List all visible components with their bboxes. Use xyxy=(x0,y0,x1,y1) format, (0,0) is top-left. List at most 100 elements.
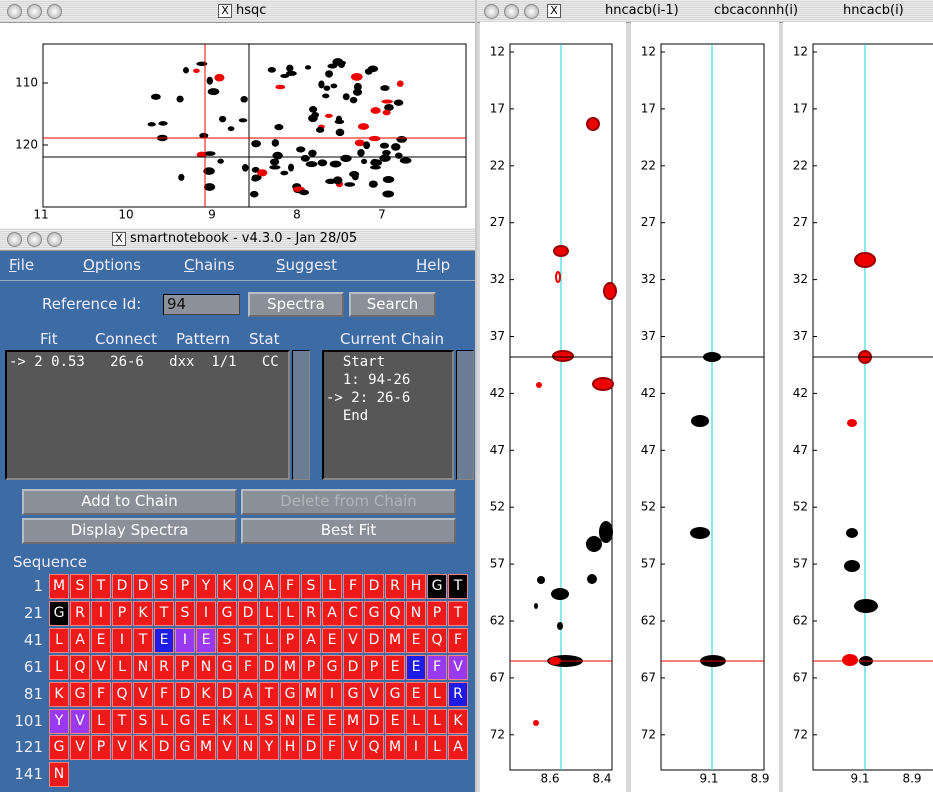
residue-cell[interactable]: I xyxy=(91,600,111,626)
residue-cell[interactable]: M xyxy=(49,574,69,599)
residue-cell[interactable]: M xyxy=(385,735,405,761)
residue-cell[interactable]: T xyxy=(259,681,279,707)
residue-cell[interactable]: E xyxy=(385,654,405,680)
residue-cell[interactable]: R xyxy=(448,681,468,707)
button[interactable]: Add to Chain xyxy=(22,489,237,515)
residue-cell[interactable]: G xyxy=(280,681,300,707)
residue-cell[interactable]: L xyxy=(406,708,426,734)
residue-cell[interactable]: F xyxy=(238,654,258,680)
residue-cell[interactable]: G xyxy=(427,574,447,599)
residue-cell[interactable]: D xyxy=(154,735,174,761)
residue-cell[interactable]: G xyxy=(217,654,237,680)
residue-cell[interactable]: D xyxy=(364,627,384,653)
residue-cell[interactable]: A xyxy=(259,574,279,599)
scrollbar[interactable] xyxy=(456,350,474,480)
residue-cell[interactable]: G xyxy=(175,735,195,761)
residue-cell[interactable]: N xyxy=(133,654,153,680)
residue-cell[interactable]: T xyxy=(91,574,111,599)
residue-cell[interactable]: K xyxy=(133,735,153,761)
residue-cell[interactable]: L xyxy=(280,600,300,626)
residue-cell[interactable]: K xyxy=(217,574,237,599)
residue-cell[interactable]: D xyxy=(175,681,195,707)
residue-cell[interactable]: E xyxy=(91,627,111,653)
residue-cell[interactable]: A xyxy=(322,600,342,626)
residue-cell[interactable]: C xyxy=(343,600,363,626)
residue-cell[interactable]: L xyxy=(427,735,447,761)
zoom-button[interactable] xyxy=(47,232,62,247)
residue-cell[interactable]: S xyxy=(70,574,90,599)
button[interactable]: Best Fit xyxy=(241,518,456,544)
residue-cell[interactable]: E xyxy=(322,708,342,734)
residue-cell[interactable]: V xyxy=(133,681,153,707)
minimize-button[interactable] xyxy=(27,232,42,247)
residue-cell[interactable]: E xyxy=(154,627,174,653)
residue-cell[interactable]: P xyxy=(280,627,300,653)
residue-cell[interactable]: D xyxy=(133,574,153,599)
fit-row[interactable]: -> 2 0.53 26-6 dxx 1/1 CC xyxy=(9,354,279,370)
residue-cell[interactable]: S xyxy=(133,708,153,734)
button[interactable]: Spectra xyxy=(248,292,344,317)
minimize-button[interactable] xyxy=(504,4,519,19)
button[interactable]: Display Spectra xyxy=(22,518,237,544)
residue-cell[interactable]: Q xyxy=(70,654,90,680)
residue-cell[interactable]: I xyxy=(112,627,132,653)
residue-cell[interactable]: Y xyxy=(259,735,279,761)
chain-row[interactable]: -> 2: 26-6 xyxy=(326,390,411,406)
residue-cell[interactable]: F xyxy=(91,681,111,707)
residue-cell[interactable]: A xyxy=(238,681,258,707)
residue-cell[interactable]: D xyxy=(364,574,384,599)
residue-cell[interactable]: K xyxy=(49,681,69,707)
residue-cell[interactable]: L xyxy=(427,681,447,707)
residue-cell[interactable]: Q xyxy=(385,600,405,626)
residue-cell[interactable]: K xyxy=(448,708,468,734)
residue-cell[interactable]: P xyxy=(364,654,384,680)
residue-cell[interactable]: V xyxy=(70,735,90,761)
residue-cell[interactable]: T xyxy=(238,627,258,653)
residue-cell[interactable]: L xyxy=(259,627,279,653)
residue-cell[interactable]: E xyxy=(406,654,426,680)
residue-cell[interactable]: M xyxy=(301,681,321,707)
close-button[interactable] xyxy=(7,232,22,247)
residue-cell[interactable]: I xyxy=(175,627,195,653)
residue-cell[interactable]: T xyxy=(448,600,468,626)
residue-cell[interactable]: G xyxy=(49,600,69,626)
residue-cell[interactable]: M xyxy=(196,735,216,761)
residue-cell[interactable]: G xyxy=(217,600,237,626)
menu-item[interactable]: Suggest xyxy=(276,256,338,274)
residue-cell[interactable]: G xyxy=(364,600,384,626)
residue-cell[interactable]: K xyxy=(217,708,237,734)
residue-cell[interactable]: L xyxy=(322,574,342,599)
residue-cell[interactable]: Q xyxy=(238,574,258,599)
residue-cell[interactable]: D xyxy=(259,654,279,680)
residue-cell[interactable]: F xyxy=(322,735,342,761)
residue-cell[interactable]: G xyxy=(322,654,342,680)
residue-cell[interactable]: P xyxy=(175,654,195,680)
residue-cell[interactable]: F xyxy=(448,627,468,653)
residue-cell[interactable]: P xyxy=(301,654,321,680)
menu-item[interactable]: Options xyxy=(83,256,141,274)
residue-cell[interactable]: V xyxy=(217,735,237,761)
residue-cell[interactable]: G xyxy=(343,681,363,707)
residue-cell[interactable]: E xyxy=(406,681,426,707)
residue-cell[interactable]: A xyxy=(301,627,321,653)
residue-cell[interactable]: D xyxy=(217,681,237,707)
residue-cell[interactable]: L xyxy=(427,708,447,734)
residue-cell[interactable]: L xyxy=(91,708,111,734)
residue-cell[interactable]: S xyxy=(301,574,321,599)
residue-cell[interactable]: M xyxy=(280,654,300,680)
residue-cell[interactable]: N xyxy=(238,735,258,761)
residue-cell[interactable]: G xyxy=(70,681,90,707)
residue-cell[interactable]: V xyxy=(70,708,90,734)
residue-cell[interactable]: E xyxy=(322,627,342,653)
residue-cell[interactable]: N xyxy=(406,600,426,626)
residue-cell[interactable]: S xyxy=(154,574,174,599)
residue-cell[interactable]: T xyxy=(133,627,153,653)
residue-cell[interactable]: S xyxy=(217,627,237,653)
residue-cell[interactable]: F xyxy=(343,574,363,599)
residue-cell[interactable]: V xyxy=(364,681,384,707)
residue-cell[interactable]: N xyxy=(196,654,216,680)
chain-row[interactable]: 1: 94-26 xyxy=(326,372,411,388)
residue-cell[interactable]: H xyxy=(406,574,426,599)
residue-cell[interactable]: V xyxy=(343,735,363,761)
residue-cell[interactable]: E xyxy=(196,708,216,734)
